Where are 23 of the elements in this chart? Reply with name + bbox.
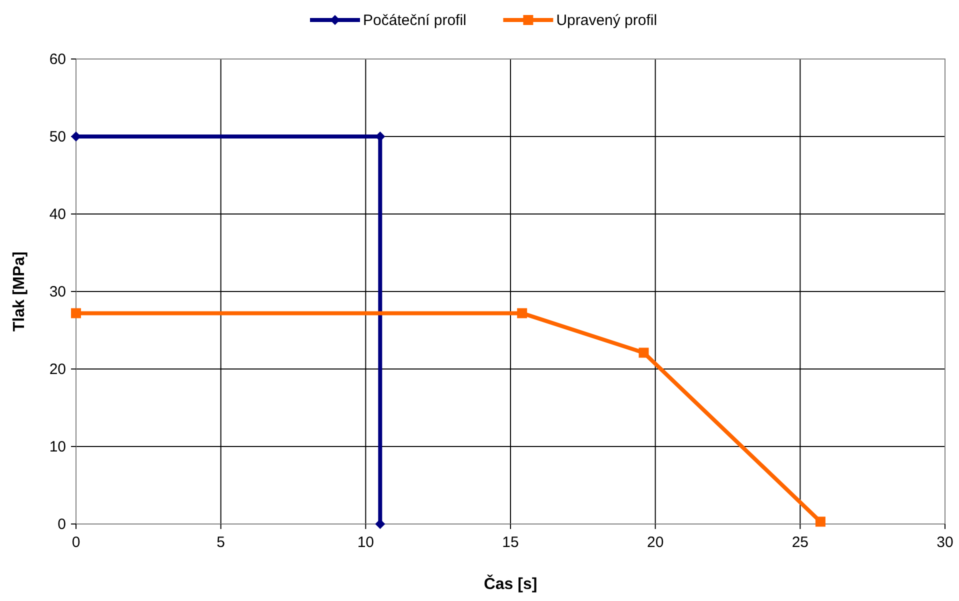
y-tick-label: 0 [58, 516, 66, 533]
point [71, 308, 81, 318]
y-tick-label: 60 [49, 51, 66, 68]
x-tick-label: 30 [936, 534, 954, 551]
x-tick-label: 15 [502, 534, 519, 551]
x-tick-label: 10 [357, 534, 374, 551]
x-tick-label: 0 [72, 534, 80, 551]
y-tick-label: 30 [49, 284, 66, 300]
y-tick-label: 40 [49, 206, 66, 223]
point [638, 348, 649, 358]
x-axis-title: Čas [s] [484, 574, 538, 593]
legend-label: Upravený profil [556, 12, 658, 29]
legend-label: Počáteční profil [363, 12, 466, 29]
x-tick-label: 20 [646, 534, 664, 551]
y-tick-label: 10 [49, 438, 66, 456]
x-tick-label: 5 [216, 534, 226, 551]
y-tick-label: 20 [49, 361, 66, 378]
y-axis-title: Tlak [MPa] [11, 251, 28, 332]
point [375, 519, 386, 529]
x-tick-label: 25 [792, 534, 809, 551]
point [815, 516, 826, 527]
y-tick-label: 50 [49, 128, 66, 146]
point [517, 308, 528, 318]
